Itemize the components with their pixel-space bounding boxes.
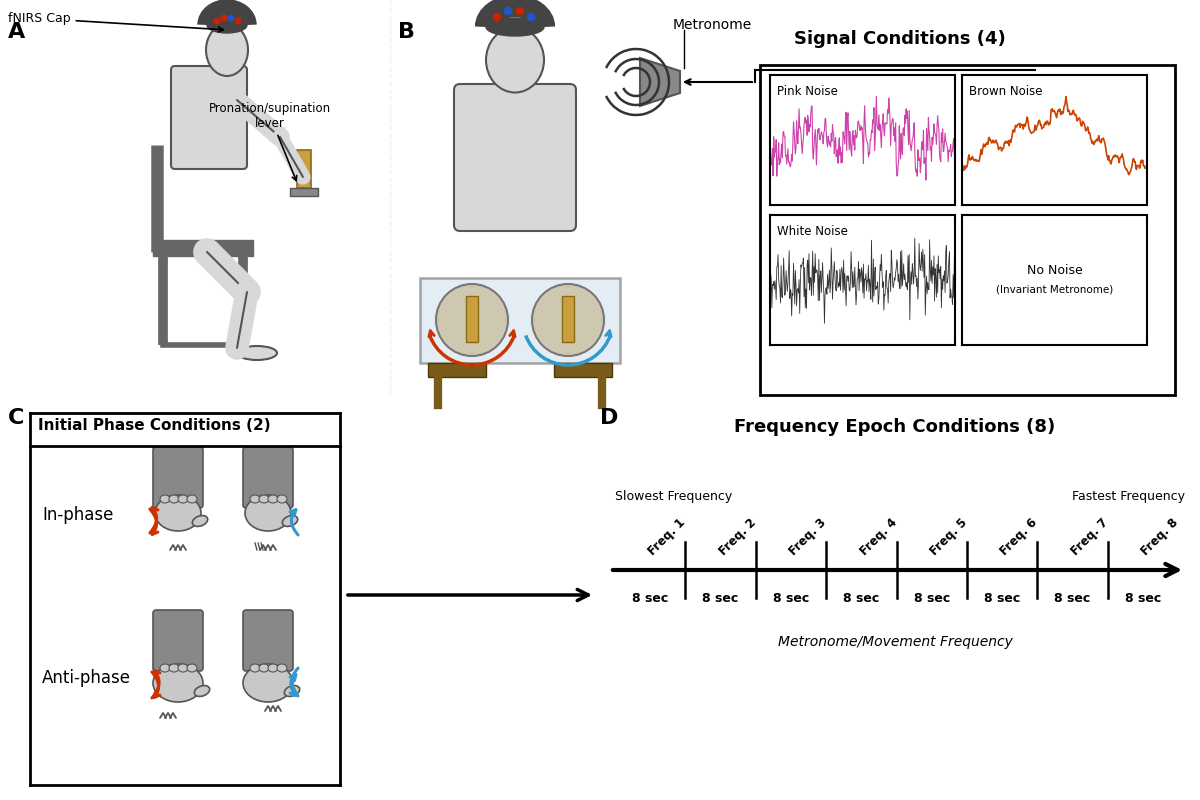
Text: 8 sec: 8 sec: [844, 592, 880, 605]
Circle shape: [504, 7, 511, 14]
Text: Pronation/supination
lever: Pronation/supination lever: [209, 102, 331, 181]
Text: Brown Noise: Brown Noise: [970, 86, 1043, 98]
Ellipse shape: [268, 664, 278, 672]
Text: B: B: [398, 22, 415, 42]
Bar: [554, 363, 612, 377]
Text: Slowest Frequency: Slowest Frequency: [616, 490, 732, 503]
Circle shape: [516, 7, 523, 14]
Bar: [298, 150, 311, 188]
Bar: [503, 83, 527, 101]
Ellipse shape: [160, 664, 170, 672]
Bar: [562, 296, 574, 342]
Text: Freq. 1: Freq. 1: [646, 516, 688, 558]
Text: 8 sec: 8 sec: [1124, 592, 1160, 605]
Text: fNIRS Cap: fNIRS Cap: [8, 12, 223, 32]
Text: Pink Noise: Pink Noise: [778, 86, 839, 98]
Ellipse shape: [160, 495, 170, 503]
FancyBboxPatch shape: [172, 66, 247, 169]
Ellipse shape: [259, 495, 269, 503]
Ellipse shape: [245, 495, 292, 531]
Text: 8 sec: 8 sec: [702, 592, 739, 605]
Text: Anti-phase: Anti-phase: [42, 669, 131, 687]
Polygon shape: [640, 58, 680, 106]
Ellipse shape: [154, 664, 203, 702]
Bar: [760, 65, 1175, 395]
Ellipse shape: [178, 664, 188, 672]
Text: Metronome: Metronome: [672, 18, 751, 32]
Circle shape: [221, 15, 227, 21]
FancyBboxPatch shape: [454, 84, 576, 231]
Text: 8 sec: 8 sec: [1055, 592, 1091, 605]
Text: Signal Conditions (4): Signal Conditions (4): [794, 30, 1006, 48]
Ellipse shape: [282, 515, 298, 526]
Ellipse shape: [187, 664, 197, 672]
Ellipse shape: [259, 664, 269, 672]
Ellipse shape: [194, 686, 210, 697]
Text: 8 sec: 8 sec: [773, 592, 809, 605]
Text: Freq. 4: Freq. 4: [857, 516, 899, 558]
Text: D: D: [600, 408, 618, 428]
Text: Freq. 5: Freq. 5: [928, 516, 970, 558]
FancyBboxPatch shape: [154, 447, 203, 508]
Text: Freq. 2: Freq. 2: [716, 516, 758, 558]
Text: 8 sec: 8 sec: [913, 592, 950, 605]
Bar: [420, 278, 620, 363]
FancyBboxPatch shape: [242, 610, 293, 671]
Bar: [962, 215, 1147, 345]
Bar: [290, 188, 318, 196]
Ellipse shape: [436, 284, 508, 356]
Text: Freq. 7: Freq. 7: [1068, 516, 1110, 558]
Text: No Noise: No Noise: [1027, 263, 1082, 277]
FancyBboxPatch shape: [154, 610, 203, 671]
Ellipse shape: [277, 664, 287, 672]
Text: (Invariant Metronome): (Invariant Metronome): [996, 285, 1114, 295]
Text: Fastest Frequency: Fastest Frequency: [1072, 490, 1186, 503]
Text: Freq. 6: Freq. 6: [998, 516, 1040, 558]
Ellipse shape: [277, 495, 287, 503]
Text: C: C: [8, 408, 24, 428]
Ellipse shape: [284, 686, 300, 697]
Text: Freq. 8: Freq. 8: [1139, 516, 1181, 558]
Text: Frequency Epoch Conditions (8): Frequency Epoch Conditions (8): [734, 418, 1056, 436]
Text: Metronome/Movement Frequency: Metronome/Movement Frequency: [778, 635, 1013, 649]
Ellipse shape: [178, 495, 188, 503]
Circle shape: [228, 15, 234, 21]
Ellipse shape: [206, 24, 248, 76]
Ellipse shape: [208, 17, 247, 33]
Text: White Noise: White Noise: [778, 226, 848, 238]
Ellipse shape: [532, 284, 604, 356]
Circle shape: [528, 14, 534, 21]
Bar: [466, 296, 478, 342]
Ellipse shape: [169, 664, 179, 672]
Ellipse shape: [250, 664, 260, 672]
Ellipse shape: [155, 495, 202, 531]
Circle shape: [214, 18, 220, 24]
Ellipse shape: [242, 664, 293, 702]
Ellipse shape: [268, 495, 278, 503]
Text: 8 sec: 8 sec: [632, 592, 668, 605]
Circle shape: [235, 18, 241, 24]
Bar: [428, 363, 486, 377]
Text: Freq. 3: Freq. 3: [787, 516, 829, 558]
Bar: [217, 67, 233, 79]
Text: A: A: [8, 22, 25, 42]
Ellipse shape: [250, 495, 260, 503]
Ellipse shape: [187, 495, 197, 503]
Ellipse shape: [486, 18, 544, 36]
Text: 8 sec: 8 sec: [984, 592, 1020, 605]
Text: In-phase: In-phase: [42, 506, 113, 524]
FancyBboxPatch shape: [242, 447, 293, 508]
Ellipse shape: [486, 27, 544, 93]
Ellipse shape: [192, 515, 208, 526]
Circle shape: [493, 14, 500, 21]
Ellipse shape: [238, 346, 277, 360]
Ellipse shape: [169, 495, 179, 503]
Bar: [154, 240, 253, 256]
Text: Initial Phase Conditions (2): Initial Phase Conditions (2): [38, 418, 271, 433]
